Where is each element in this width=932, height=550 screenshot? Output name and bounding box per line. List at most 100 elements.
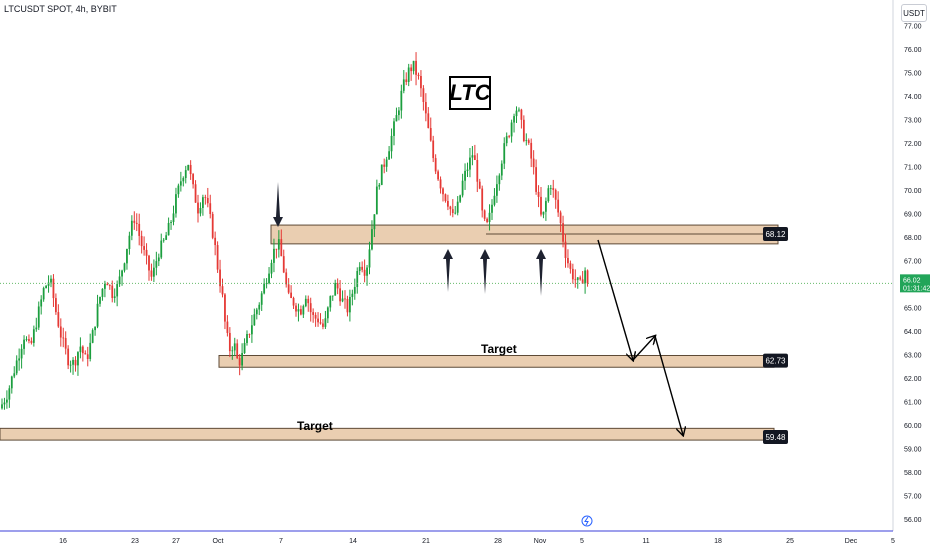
candle-body-178	[437, 171, 439, 180]
price-tick-label: 65.00	[904, 305, 922, 312]
candle-body-4	[10, 376, 13, 389]
candle-body-134	[329, 296, 332, 308]
candle-body-180	[442, 188, 444, 195]
level-label-59.48: 59.48	[765, 433, 786, 442]
candle-body-93	[228, 332, 231, 352]
candle-body-29	[72, 359, 74, 365]
candle-body-37	[91, 330, 94, 343]
candle-body-95	[233, 343, 236, 351]
candle-body-49	[121, 270, 123, 277]
candle-body-92	[226, 321, 229, 333]
time-tick-label: 7	[279, 538, 283, 545]
candle-body-190	[466, 169, 469, 171]
candle-body-149	[366, 267, 368, 276]
current-price-label-bg	[900, 274, 930, 293]
candle-body-102	[251, 325, 253, 335]
arrow-up-marker-2	[480, 249, 490, 294]
candle-body-143	[351, 293, 354, 297]
level-label-62.73: 62.73	[765, 357, 786, 366]
candle-body-176	[432, 140, 435, 159]
time-tick-label: Oct	[213, 538, 224, 545]
candle-body-191	[469, 157, 471, 170]
candle-body-9	[23, 339, 25, 349]
candle-body-230	[564, 241, 567, 258]
candle-body-166	[407, 67, 410, 82]
candle-body-197	[483, 210, 486, 219]
target-zone-2	[0, 427, 775, 441]
candle-body-52	[128, 235, 131, 249]
candle-body-138	[339, 288, 341, 302]
candle-body-116	[285, 272, 288, 285]
candle-body-198	[486, 218, 488, 223]
candle-body-135	[331, 295, 334, 297]
arrow-down-marker	[273, 182, 283, 227]
candle-body-133	[326, 307, 329, 319]
candle-body-130	[319, 322, 322, 324]
time-tick-label: 28	[494, 538, 502, 545]
projection-arrow-1	[597, 239, 633, 360]
candle-body-170	[417, 74, 420, 77]
candle-body-120	[295, 305, 297, 312]
candle-body-112	[275, 248, 278, 250]
candle-body-16	[40, 299, 43, 307]
candle-body-8	[20, 348, 23, 359]
candle-body-85	[209, 203, 212, 215]
candle-body-118	[290, 292, 292, 299]
candle-body-158	[388, 151, 390, 160]
candle-body-187	[459, 195, 462, 202]
candle-body-153	[375, 186, 378, 215]
candle-body-63	[155, 261, 158, 268]
candle-body-224	[549, 188, 552, 189]
candle-body-59	[145, 249, 148, 256]
candle-body-210	[515, 110, 518, 117]
price-tick-label: 72.00	[904, 141, 922, 148]
candle-body-222	[545, 201, 547, 212]
candle-body-58	[143, 246, 145, 250]
candle-body-131	[322, 323, 324, 327]
candle-body-28	[69, 364, 72, 366]
arrow-up-marker-3	[536, 249, 546, 296]
candle-body-182	[447, 200, 449, 207]
candle-body-27	[67, 348, 70, 366]
candle-body-160	[393, 121, 395, 136]
candle-body-7	[18, 358, 21, 361]
price-tick-label: 63.00	[904, 352, 922, 359]
time-tick-label: 18	[714, 538, 722, 545]
target-zone-1	[218, 354, 775, 368]
candle-body-96	[236, 343, 239, 359]
candle-body-156	[383, 164, 386, 167]
price-tick-label: 64.00	[904, 329, 922, 336]
projection-arrow-2	[632, 336, 655, 361]
candle-body-171	[420, 76, 422, 89]
candle-body-80	[197, 202, 199, 214]
candle-body-174	[427, 113, 430, 128]
candle-body-104	[255, 309, 258, 315]
current-price-countdown: 01:31:42	[903, 285, 930, 292]
candle-body-18	[45, 285, 47, 289]
candle-body-142	[349, 296, 351, 313]
candle-body-148	[363, 269, 366, 276]
candle-body-74	[182, 178, 185, 182]
candle-body-46	[113, 296, 116, 298]
currency-badge[interactable]: USDT	[901, 4, 927, 22]
candle-body-106	[260, 293, 263, 305]
price-tick-label: 76.00	[904, 47, 922, 54]
candle-body-45	[111, 285, 114, 298]
candle-body-122	[300, 309, 302, 315]
candle-body-5	[13, 373, 16, 377]
candle-body-147	[361, 266, 364, 270]
candle-body-205	[503, 143, 506, 164]
candle-body-108	[265, 283, 268, 285]
candle-body-139	[341, 298, 344, 302]
candle-body-34	[84, 353, 87, 355]
time-tick-label: 5	[891, 538, 895, 545]
candle-body-179	[439, 179, 442, 189]
candle-body-65	[160, 240, 163, 258]
candle-body-175	[429, 127, 432, 141]
candle-body-72	[177, 185, 180, 195]
candle-body-136	[334, 283, 337, 296]
target-label-2: Target	[297, 419, 333, 433]
candle-body-127	[312, 312, 315, 315]
candle-body-200	[491, 204, 493, 213]
